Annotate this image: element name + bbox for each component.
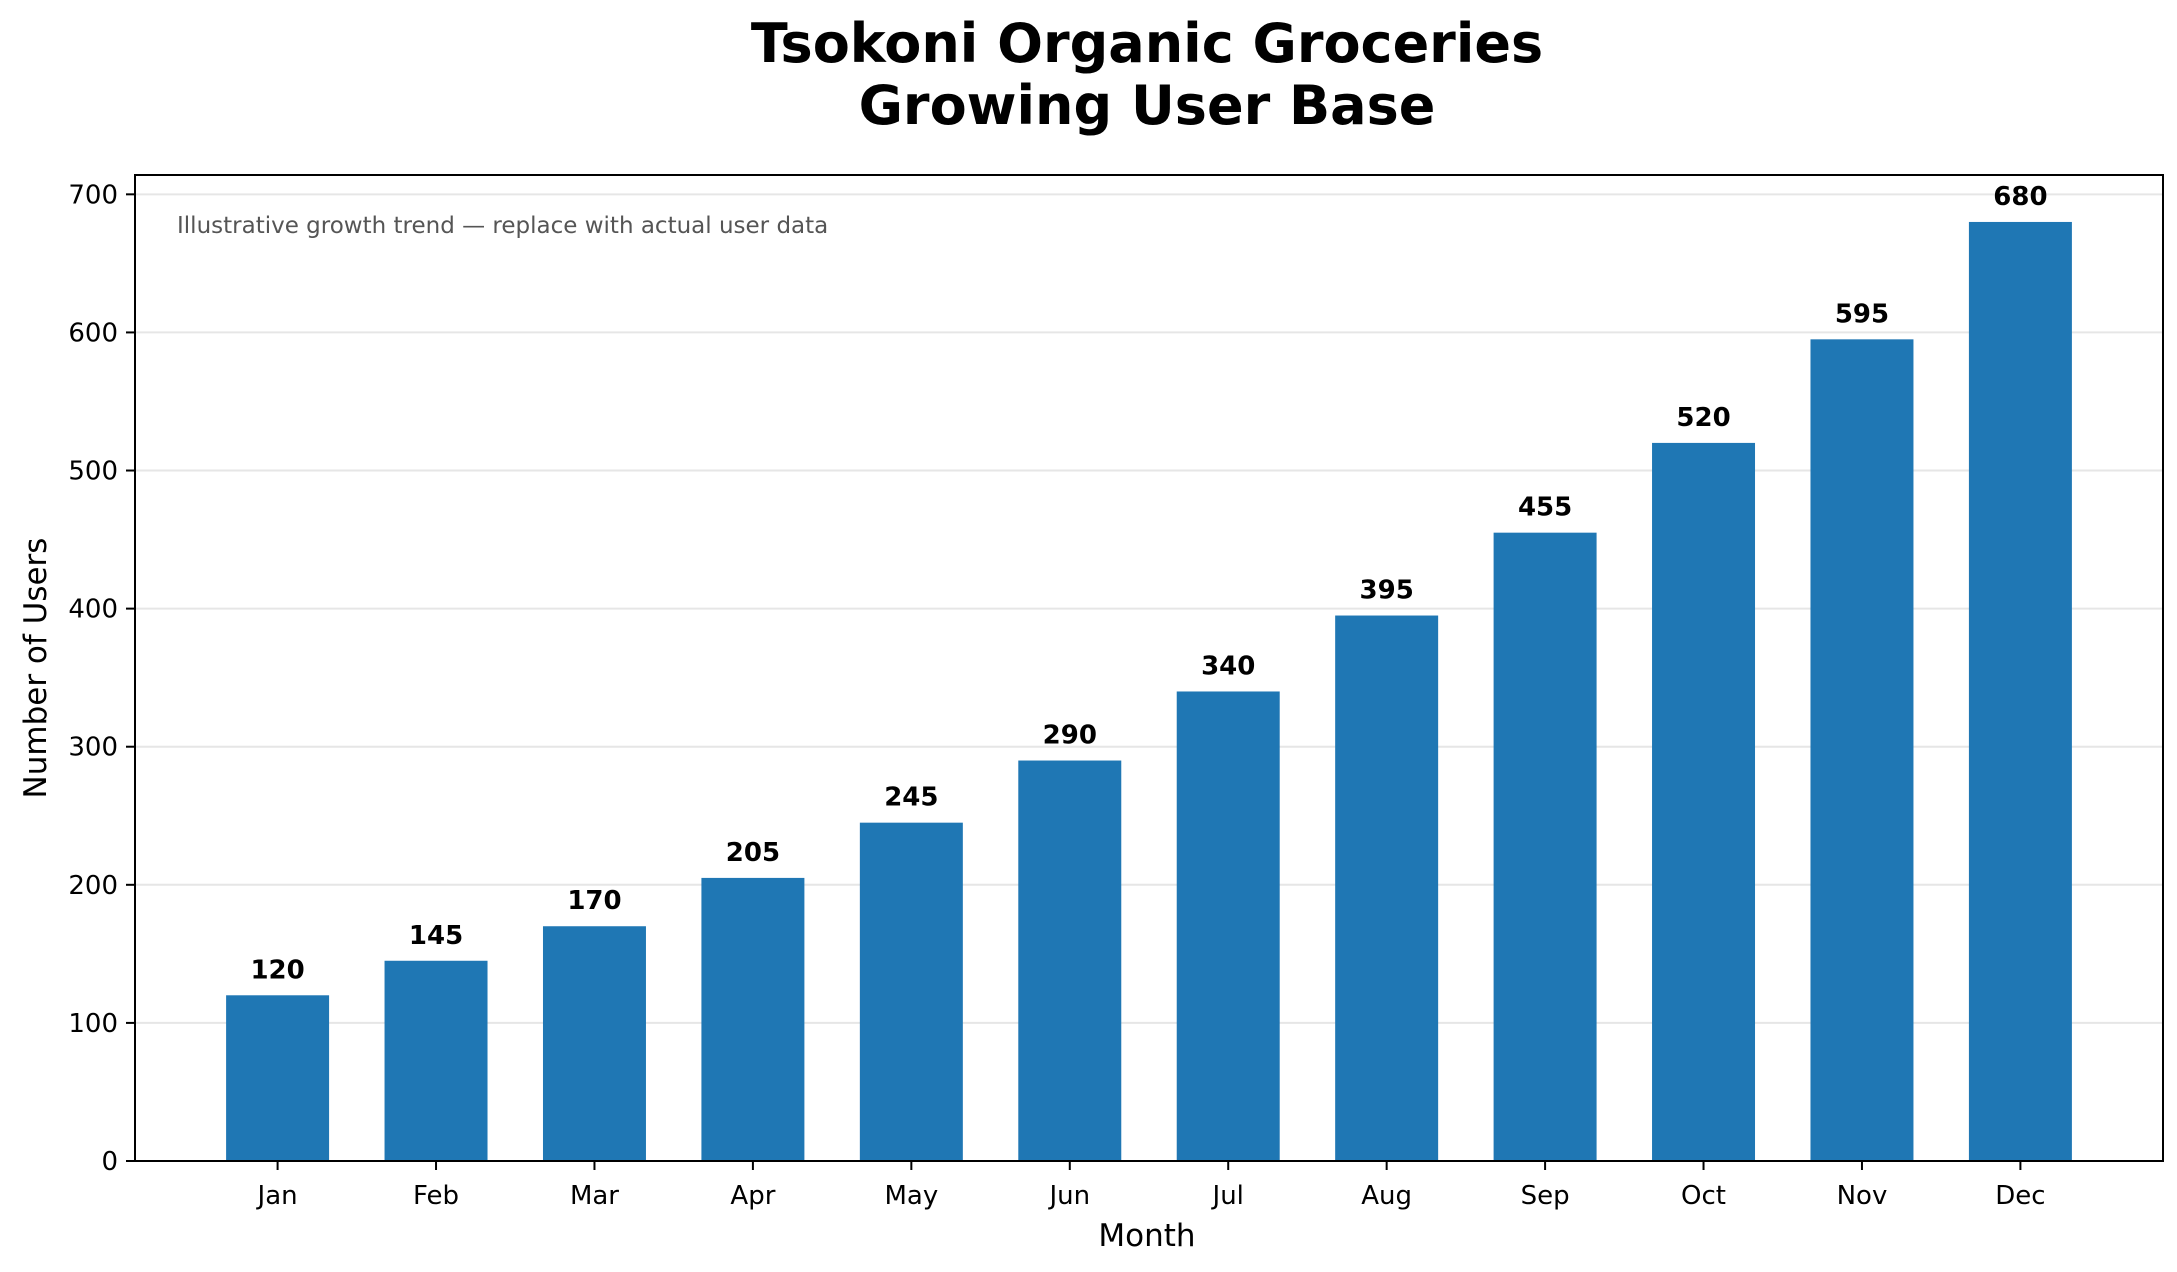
bar-value-label: 145 [409,921,463,951]
chart-title: Tsokoni Organic Groceries [751,12,1543,75]
y-tick-label: 400 [68,595,118,625]
y-tick-label: 0 [101,1147,118,1177]
bar-mar [542,926,646,1161]
bar-jul [1176,691,1280,1161]
bar-value-label: 245 [884,783,938,813]
bar-aug [1335,615,1439,1161]
y-tick-label: 500 [68,457,118,487]
bars [226,221,2072,1161]
x-tick-label: Mar [570,1181,619,1211]
y-tick-label: 700 [68,180,118,210]
y-axis-label: Number of Users [18,538,54,799]
x-tick-label: Feb [413,1181,459,1211]
bar-value-label: 680 [1993,182,2047,212]
bar-value-label: 455 [1518,493,1572,523]
y-tick-label: 200 [68,871,118,901]
bar-oct [1652,442,1756,1161]
x-tick-label: Oct [1681,1181,1726,1211]
y-tick-label: 100 [68,1009,118,1039]
x-tick-label: May [884,1181,938,1211]
x-tick-label: Dec [1995,1181,2045,1211]
bar-apr [701,877,805,1161]
bar-value-label: 290 [1043,721,1097,751]
y-tick-label: 300 [68,733,118,763]
bar-dec [1968,221,2072,1161]
bar-value-labels: 120 145 170 205 245 290 340 395 455 520 595 680 [250,182,2047,985]
x-tick-label: Sep [1521,1181,1570,1211]
x-tick-label: Apr [730,1181,775,1211]
bar-jan [226,995,330,1161]
bar-value-label: 120 [250,955,304,985]
gridlines [135,193,2163,1024]
chart-subtitle: Growing User Base [859,74,1436,137]
bar-value-label: 340 [1201,651,1255,681]
x-tick-label: Aug [1361,1181,1412,1211]
bar-value-label: 170 [567,886,621,916]
plot-frame [134,174,2164,1162]
annotation: Illustrative growth trend — replace with… [177,213,828,239]
x-tick-label: Jan [256,1181,298,1211]
y-axis: 0 100 200 300 400 500 600 700 [68,180,135,1177]
y-tick-label: 600 [68,318,118,348]
bar-feb [384,960,488,1161]
x-tick-label: Nov [1837,1181,1888,1211]
bar-may [859,822,963,1161]
bar-value-label: 205 [726,838,780,868]
bar-value-label: 595 [1835,299,1889,329]
bar-value-label: 520 [1676,403,1730,433]
bar-value-label: 395 [1360,576,1414,606]
bar-sep [1493,532,1597,1161]
bar-jun [1018,760,1122,1161]
bar-nov [1810,339,1914,1161]
x-tick-label: Jul [1211,1181,1244,1211]
x-axis-label: Month [1098,1218,1195,1254]
x-axis: Jan Feb Mar Apr May Jun Jul Aug Sep Oct Nov Dec [256,1161,2046,1211]
x-tick-label: Jun [1047,1181,1090,1211]
